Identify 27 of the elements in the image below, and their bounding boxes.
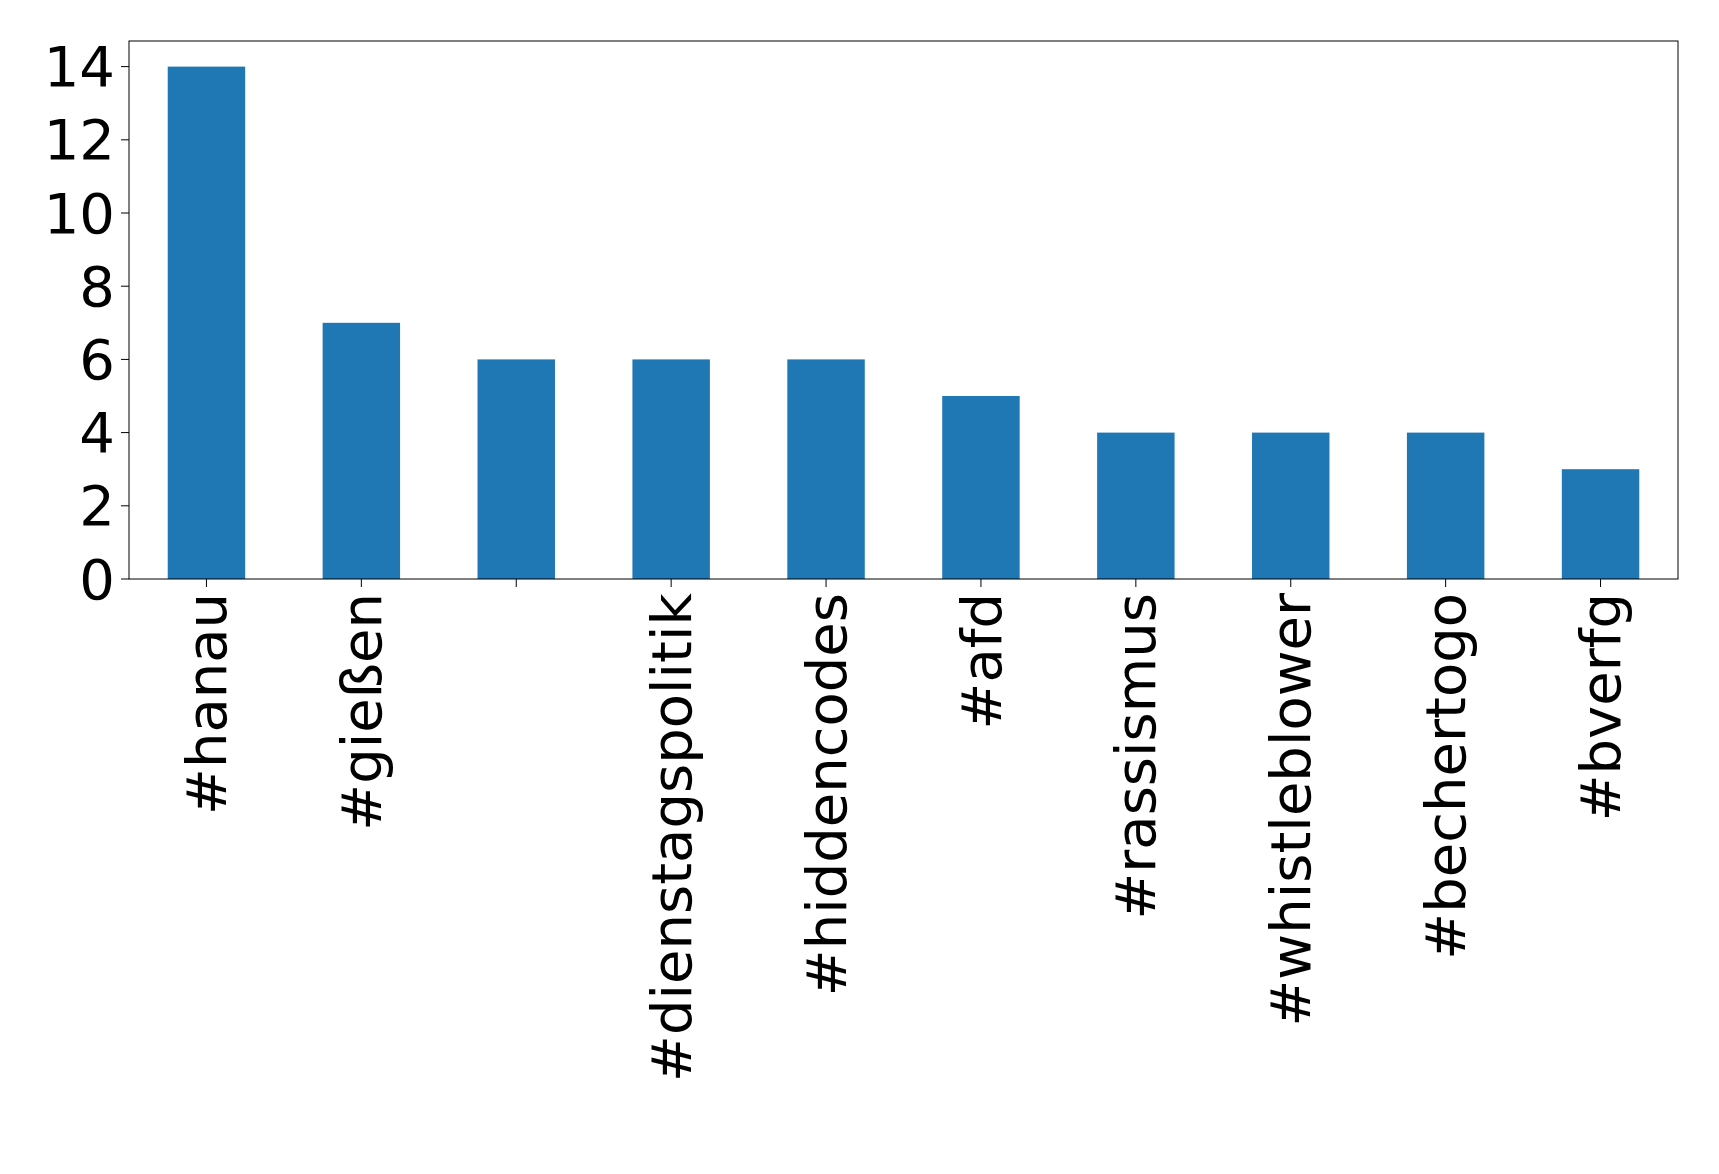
- x-tick-label: #bverfg: [1568, 593, 1634, 822]
- x-tick-label: #hiddencodes: [793, 593, 859, 997]
- x-tick-label: #rassismus: [1103, 593, 1169, 920]
- y-tick-label: 8: [79, 253, 115, 319]
- bar: [787, 359, 865, 579]
- x-tick-label: #afd: [948, 593, 1014, 730]
- x-tick-label: #whistleblower: [1258, 592, 1324, 1027]
- y-tick-label: 2: [79, 473, 115, 539]
- bar: [322, 322, 401, 579]
- y-tick-label: 12: [43, 107, 115, 173]
- x-tick-label: #hanau: [174, 593, 240, 816]
- bar: [1097, 432, 1175, 579]
- x-tick-label: #gießen: [328, 593, 394, 831]
- x-tick-label: #dienstagspolitik: [638, 592, 704, 1083]
- bar: [477, 359, 555, 579]
- x-tick-label: #bechertogo: [1413, 593, 1479, 960]
- y-tick-label: 6: [79, 327, 115, 393]
- bar: [1406, 432, 1485, 579]
- bar: [632, 359, 710, 579]
- bar: [1561, 469, 1640, 579]
- y-tick-label: 14: [43, 34, 115, 100]
- bar: [1252, 432, 1330, 579]
- y-tick-label: 0: [79, 546, 115, 612]
- bar: [942, 396, 1020, 579]
- y-tick-label: 10: [43, 180, 115, 246]
- y-tick-label: 4: [79, 400, 115, 466]
- bar: [167, 66, 246, 579]
